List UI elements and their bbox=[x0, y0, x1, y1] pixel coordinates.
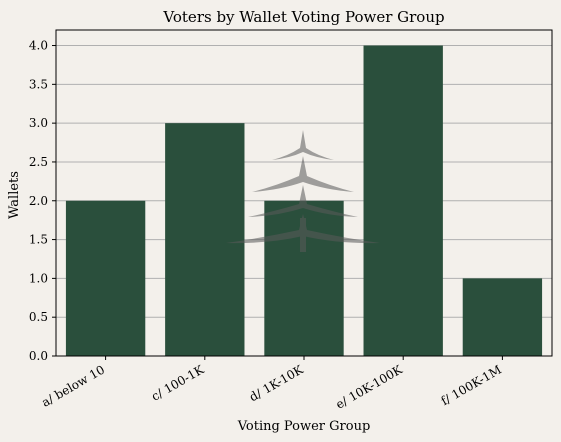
y-tick-label: 2.5 bbox=[29, 155, 48, 169]
bar bbox=[65, 200, 146, 356]
y-axis-label: Wallets bbox=[7, 171, 22, 219]
tree-watermark-icon bbox=[226, 130, 380, 252]
bar bbox=[165, 123, 245, 357]
y-tick-label: 2.0 bbox=[29, 194, 48, 208]
y-tick-label: 3.5 bbox=[29, 77, 48, 91]
y-tick-label: 0.0 bbox=[29, 349, 48, 363]
y-tick-label: 1.0 bbox=[29, 271, 48, 285]
bar bbox=[462, 278, 543, 356]
y-tick-label: 0.5 bbox=[29, 310, 48, 324]
bar bbox=[363, 45, 443, 357]
y-tick-label: 3.0 bbox=[29, 116, 48, 130]
y-tick-label: 1.5 bbox=[29, 233, 48, 247]
y-tick-label: 4.0 bbox=[29, 39, 48, 53]
x-axis-label: Voting Power Group bbox=[237, 419, 371, 434]
bars bbox=[65, 45, 543, 357]
chart-title: Voters by Wallet Voting Power Group bbox=[162, 8, 444, 26]
